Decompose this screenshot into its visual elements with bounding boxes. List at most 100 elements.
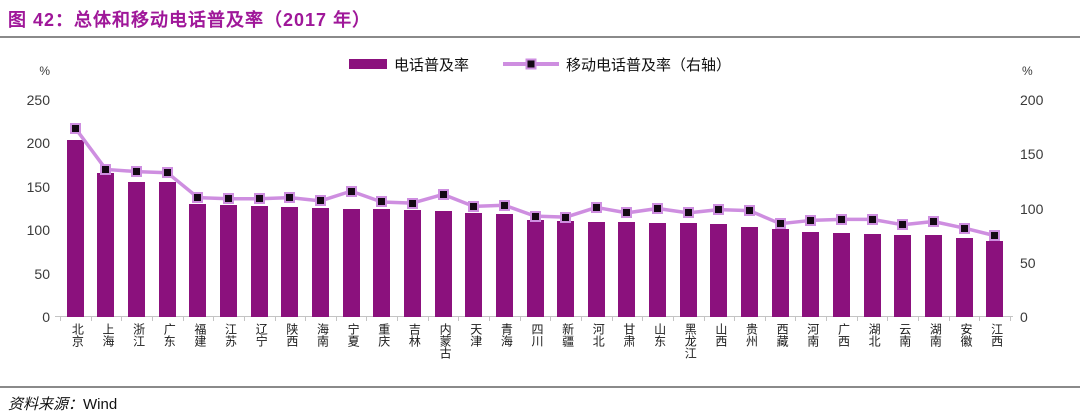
line-marker-广西 (835, 213, 847, 225)
bar-西藏 (771, 229, 789, 317)
x-axis-tick (151, 317, 153, 321)
bar-天津 (465, 212, 483, 317)
x-axis-label-北京: 北京 (70, 323, 85, 347)
right-axis-tick-100: 100 (1020, 200, 1044, 217)
line-marker-广东 (161, 167, 173, 179)
bar-浙江 (128, 181, 146, 317)
footer-separator (0, 386, 1080, 388)
left-axis-tick-0: 0 (42, 309, 50, 325)
x-axis-tick (672, 317, 674, 321)
x-axis-label-浙江: 浙江 (131, 323, 146, 347)
bar-福建 (189, 204, 207, 317)
line-marker-宁夏 (345, 185, 357, 197)
bar-贵州 (741, 226, 759, 317)
line-marker-icon (525, 58, 537, 70)
legend-item-bar: 电话普及率 (348, 54, 469, 75)
source-label: 资料来源： (8, 397, 84, 413)
left-axis-unit: % (39, 64, 50, 78)
x-axis-tick (1010, 317, 1011, 321)
line-marker-黑龙江 (682, 207, 694, 219)
bar-河南 (802, 231, 820, 317)
x-axis-tick (550, 317, 552, 321)
bar-新疆 (557, 220, 575, 317)
x-axis-label-西藏: 西藏 (775, 323, 790, 347)
x-axis-tick (642, 317, 644, 321)
x-axis-tick (274, 317, 276, 321)
x-axis-tick (335, 317, 337, 321)
x-axis-label-湖北: 湖北 (867, 323, 882, 347)
x-axis-label-黑龙江: 黑龙江 (683, 323, 698, 359)
bar-山西 (710, 224, 728, 317)
left-axis-tick-200: 200 (26, 135, 50, 152)
left-axis-tick-150: 150 (26, 178, 50, 195)
line-marker-山东 (652, 203, 664, 214)
x-axis-label-山西: 山西 (713, 323, 728, 347)
right-axis-tick-200: 200 (1020, 92, 1044, 108)
bar-北京 (66, 139, 84, 317)
legend-line-label: 移动电话普及率（右轴） (566, 56, 732, 74)
left-axis-tick-100: 100 (26, 222, 50, 239)
line-marker-辽宁 (253, 193, 265, 205)
x-axis-tick (856, 317, 858, 321)
x-axis-label-内蒙古: 内蒙古 (438, 323, 453, 359)
x-axis-label-江西: 江西 (989, 323, 1004, 347)
bar-广西 (832, 232, 850, 317)
x-axis-tick (489, 317, 491, 321)
x-axis-tick (427, 317, 429, 321)
x-axis-tick (918, 317, 920, 321)
bar-青海 (495, 213, 513, 317)
bar-上海 (97, 172, 115, 317)
left-axis-tick-250: 250 (26, 92, 50, 108)
x-axis-tick (519, 317, 521, 321)
line-marker-四川 (529, 210, 541, 222)
line-marker-吉林 (406, 197, 418, 209)
line-marker-江西 (989, 230, 1001, 242)
x-axis-tick (121, 317, 123, 321)
x-axis-label-云南: 云南 (897, 323, 912, 347)
line-marker-新疆 (560, 211, 572, 223)
x-axis-tick (90, 317, 92, 321)
x-axis-tick (795, 317, 797, 321)
line-marker-甘肃 (621, 207, 633, 219)
line-marker-海南 (314, 195, 326, 207)
x-axis-label-湖南: 湖南 (928, 323, 943, 347)
x-axis-label-上海: 上海 (100, 323, 115, 347)
title-separator (0, 36, 1080, 38)
x-axis-label-四川: 四川 (530, 323, 544, 347)
line-marker-安徽 (958, 222, 970, 234)
bar-湖南 (924, 235, 942, 317)
x-axis-tick (182, 317, 184, 321)
x-axis-tick (979, 317, 981, 321)
x-axis-tick (366, 317, 368, 321)
x-axis-label-福建: 福建 (192, 323, 207, 347)
bar-四川 (526, 219, 544, 317)
x-axis-tick (887, 317, 889, 321)
bar-甘肃 (618, 222, 636, 317)
bar-吉林 (403, 210, 421, 317)
bar-河北 (587, 221, 605, 317)
x-axis-label-海南: 海南 (315, 323, 330, 347)
bar-江苏 (220, 205, 238, 317)
x-axis-tick (734, 317, 736, 321)
right-axis-tick-150: 150 (1020, 146, 1044, 163)
x-axis-tick (60, 317, 61, 321)
x-axis-label-陕西: 陕西 (284, 323, 299, 347)
line-marker-内蒙古 (437, 188, 449, 200)
line-marker-贵州 (744, 205, 756, 217)
legend-bar-label: 电话普及率 (393, 56, 469, 74)
bar-广东 (158, 182, 176, 317)
bar-重庆 (373, 209, 391, 317)
x-axis-label-广东: 广东 (162, 323, 177, 347)
bar-黑龙江 (679, 223, 697, 317)
x-axis-tick (397, 317, 399, 321)
left-axis-tick-50: 50 (34, 265, 50, 282)
right-axis-tick-0: 0 (1020, 309, 1028, 325)
x-axis-label-贵州: 贵州 (744, 323, 759, 347)
source-value: Wind (83, 396, 118, 413)
line-marker-西藏 (774, 218, 786, 230)
line-marker-山西 (713, 204, 725, 216)
x-axis-label-吉林: 吉林 (407, 323, 422, 347)
bar-山东 (649, 223, 667, 317)
legend-item-line: 移动电话普及率（右轴） (503, 54, 731, 75)
